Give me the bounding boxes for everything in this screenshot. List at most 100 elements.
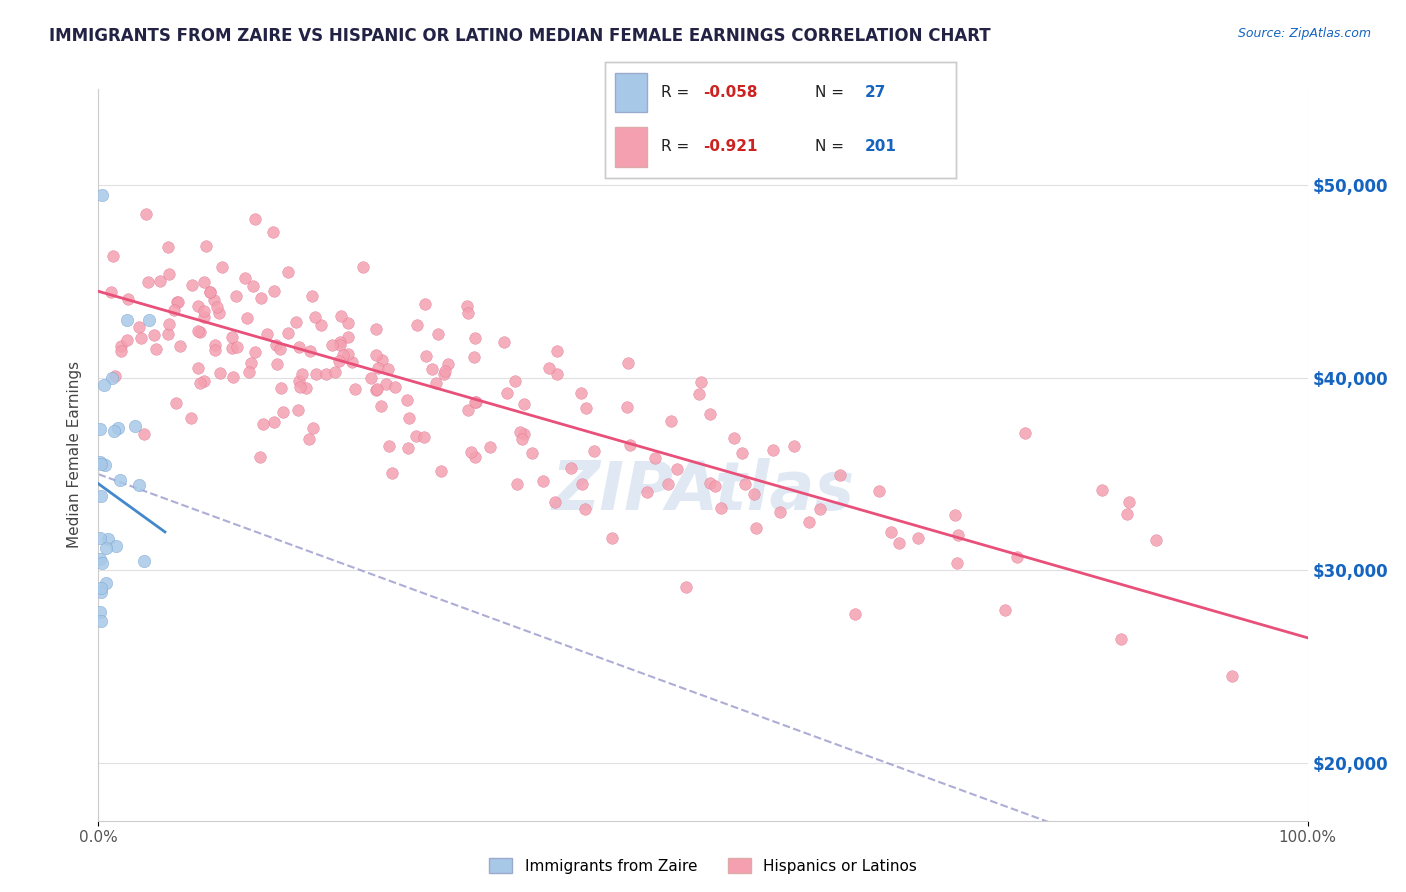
Point: [256, 327, 278, 342]
Point: [187, 325, 209, 339]
Point: [325, 365, 347, 379]
Point: [844, 607, 866, 622]
Point: [295, 380, 318, 394]
Point: [301, 289, 323, 303]
Point: [710, 500, 733, 515]
Point: [193, 310, 215, 325]
Point: [138, 313, 160, 327]
Point: [509, 425, 531, 439]
Point: [464, 450, 486, 465]
Point: [93, 378, 115, 392]
Point: [616, 356, 638, 370]
Point: [370, 399, 392, 413]
Point: [250, 291, 273, 305]
Point: [104, 368, 127, 383]
Point: [97, 533, 120, 547]
Point: [546, 343, 568, 358]
Point: [433, 367, 456, 381]
Point: [193, 275, 215, 289]
Point: [336, 329, 359, 343]
Point: [520, 446, 543, 460]
Point: [204, 343, 226, 357]
Point: [187, 299, 209, 313]
Point: [531, 474, 554, 488]
Text: N =: N =: [815, 139, 849, 154]
Point: [398, 411, 420, 425]
Point: [264, 338, 287, 352]
Point: [538, 360, 561, 375]
Point: [252, 417, 274, 431]
Point: [571, 477, 593, 491]
Point: [321, 338, 343, 352]
Point: [690, 376, 713, 390]
Point: [90, 188, 112, 202]
Point: [208, 306, 231, 320]
Point: [465, 395, 488, 409]
Point: [288, 340, 311, 354]
Point: [1115, 507, 1137, 521]
Point: [636, 485, 658, 500]
Point: [166, 295, 188, 310]
Point: [89, 455, 111, 469]
Point: [135, 207, 157, 221]
Text: R =: R =: [661, 85, 695, 100]
Point: [513, 427, 536, 442]
Point: [181, 277, 204, 292]
Point: [94, 458, 117, 473]
Text: N =: N =: [815, 85, 849, 100]
Point: [370, 353, 392, 368]
Point: [167, 295, 190, 310]
Point: [89, 422, 111, 436]
Point: [328, 354, 350, 368]
Point: [616, 400, 638, 414]
Point: [301, 420, 323, 434]
Point: [115, 334, 138, 348]
Point: [222, 370, 245, 384]
Point: [783, 439, 806, 453]
Point: [699, 407, 721, 421]
Point: [506, 476, 529, 491]
Point: [288, 380, 311, 394]
Point: [277, 326, 299, 340]
Point: [659, 414, 682, 428]
Point: [89, 532, 111, 546]
Point: [304, 310, 326, 324]
Point: [699, 476, 721, 491]
Point: [460, 445, 482, 459]
Point: [236, 310, 259, 325]
Point: [575, 401, 598, 416]
Legend: Immigrants from Zaire, Hispanics or Latinos: Immigrants from Zaire, Hispanics or Lati…: [484, 852, 922, 880]
Point: [266, 357, 288, 371]
Point: [128, 477, 150, 491]
Point: [457, 403, 479, 417]
Point: [91, 556, 114, 570]
Point: [90, 585, 112, 599]
Point: [104, 539, 127, 553]
Point: [163, 302, 186, 317]
Point: [381, 467, 404, 481]
Point: [426, 326, 449, 341]
Point: [238, 365, 260, 379]
Point: [309, 318, 332, 332]
Point: [136, 276, 159, 290]
Point: [396, 441, 419, 455]
Point: [242, 278, 264, 293]
Point: [193, 375, 215, 389]
Point: [101, 248, 124, 262]
Point: [198, 285, 221, 300]
Point: [103, 424, 125, 438]
Point: [107, 421, 129, 435]
Point: [510, 432, 533, 446]
Point: [269, 343, 291, 357]
Point: [583, 443, 606, 458]
Point: [330, 309, 353, 323]
Point: [94, 541, 117, 556]
Point: [340, 354, 363, 368]
Point: [226, 340, 249, 354]
Point: [225, 289, 247, 303]
Point: [560, 461, 582, 475]
Point: [887, 536, 910, 550]
Point: [808, 502, 831, 516]
Point: [1111, 632, 1133, 646]
Point: [1005, 549, 1028, 564]
